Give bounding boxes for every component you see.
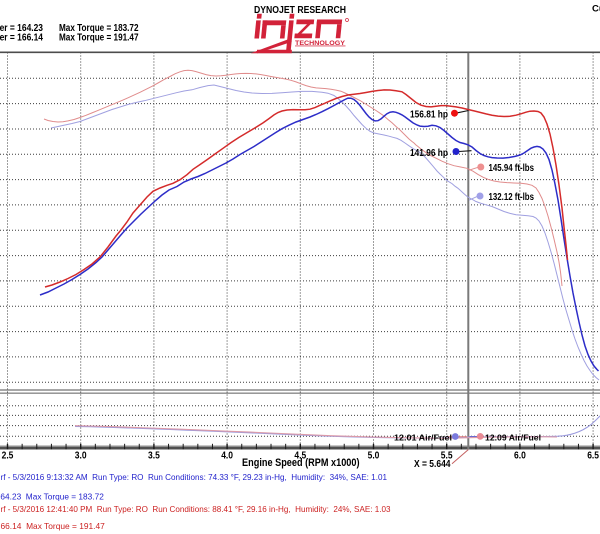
svg-text:6.5: 6.5: [587, 450, 599, 461]
svg-text:166.14 Max Torque = 191.47: 166.14 Max Torque = 191.47: [0, 521, 105, 531]
svg-text:145.94 ft-lbs: 145.94 ft-lbs: [489, 163, 535, 174]
svg-text:5.0: 5.0: [368, 450, 380, 461]
svg-text:5.5: 5.5: [441, 450, 453, 461]
svg-text:4.0: 4.0: [221, 450, 233, 461]
svg-text:wer = 164.23: wer = 164.23: [0, 23, 43, 34]
svg-text:12.01 Air/Fuel: 12.01 Air/Fuel: [394, 432, 452, 442]
svg-text:Engine Speed (RPM x1000): Engine Speed (RPM x1000): [242, 457, 360, 469]
svg-text:rf - 5/3/2016 9:13:32 AM Run: rf - 5/3/2016 9:13:32 AM Run Type: RO Ru…: [1, 472, 388, 482]
svg-text:X = 5.644: X = 5.644: [414, 459, 451, 470]
svg-text:rf - 5/3/2016 12:41:40 PM Run: rf - 5/3/2016 12:41:40 PM Run Type: RO R…: [1, 504, 391, 514]
svg-text:Max Torque = 183.72: Max Torque = 183.72: [59, 23, 139, 34]
svg-text:6.0: 6.0: [514, 450, 526, 461]
svg-text:DYNOJET RESEARCH: DYNOJET RESEARCH: [254, 5, 346, 16]
svg-text:132.12 ft-lbs: 132.12 ft-lbs: [489, 192, 535, 203]
svg-text:2.5: 2.5: [2, 450, 14, 461]
svg-text:3.0: 3.0: [75, 450, 87, 461]
svg-text:141.96 hp: 141.96 hp: [410, 148, 448, 159]
svg-text:wer = 166.14: wer = 166.14: [0, 32, 43, 43]
svg-text:164.23 Max Torque = 183.72: 164.23 Max Torque = 183.72: [0, 491, 104, 501]
svg-text:Max Torque = 191.47: Max Torque = 191.47: [59, 32, 139, 43]
svg-text:TECHNOLOGY: TECHNOLOGY: [295, 40, 346, 47]
svg-text:4.5: 4.5: [294, 450, 306, 461]
svg-text:12.09 Air/Fuel: 12.09 Air/Fuel: [485, 432, 541, 442]
svg-text:Cur: Cur: [592, 4, 600, 15]
svg-text:156.81 hp: 156.81 hp: [410, 109, 448, 120]
svg-text:3.5: 3.5: [148, 450, 160, 461]
